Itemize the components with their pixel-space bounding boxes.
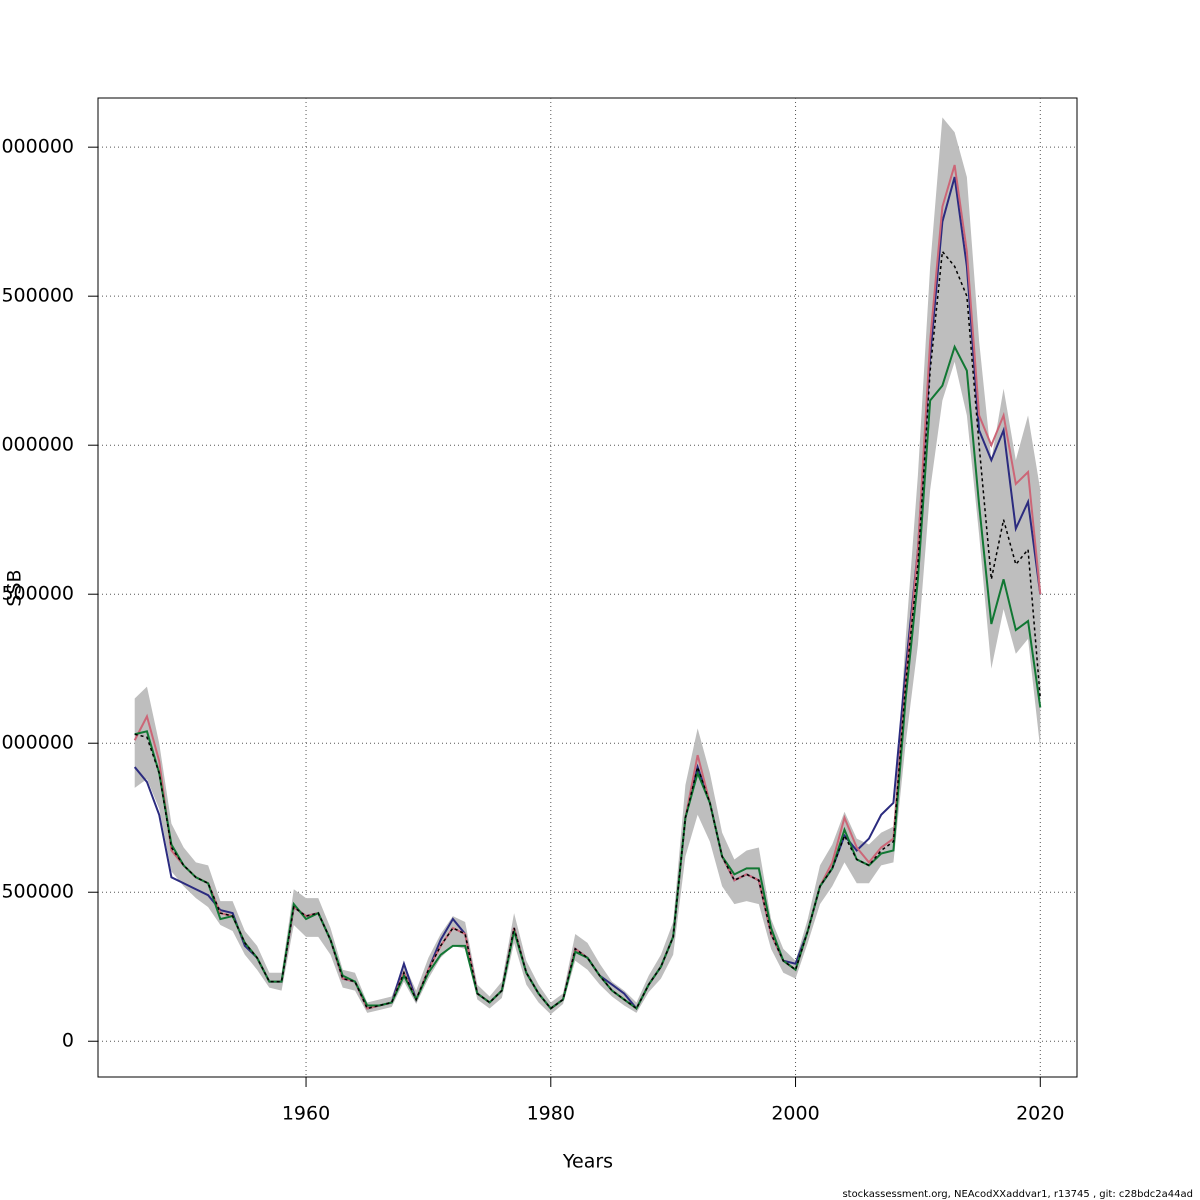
y-tick-label: 2500000 — [0, 285, 74, 307]
y-axis-label: SSB — [4, 569, 26, 606]
series-line — [133, 176, 1042, 1011]
x-axis-label: Years — [562, 1151, 613, 1173]
series-line — [134, 249, 1042, 1010]
y-tick-label: 1500000 — [0, 583, 74, 605]
y-tick-label: 1000000 — [0, 732, 74, 754]
series-line — [133, 164, 1042, 1010]
y-tick-label: 2000000 — [0, 434, 74, 456]
y-tick-label: 3000000 — [0, 136, 74, 158]
y-tick-label: 500000 — [1, 881, 74, 903]
plot-frame — [97, 97, 1078, 1078]
x-tick-label: 2020 — [1016, 1103, 1064, 1125]
footer: stockassessment.org, NEAcodXXaddvar1, r1… — [842, 1189, 1193, 1200]
confidence-band — [134, 117, 1041, 1015]
x-tick-label: 1980 — [527, 1103, 575, 1125]
y-tick-label: 0 — [62, 1030, 74, 1052]
x-tick-label: 1960 — [282, 1103, 330, 1125]
x-tick-label: 2000 — [771, 1103, 819, 1125]
